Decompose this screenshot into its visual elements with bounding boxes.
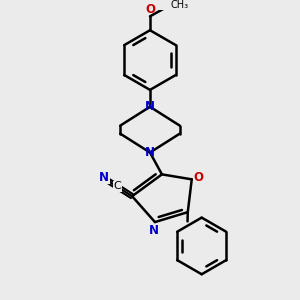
- Text: CH₃: CH₃: [171, 0, 189, 11]
- Text: O: O: [145, 3, 155, 16]
- Text: N: N: [99, 171, 109, 184]
- Text: C: C: [113, 181, 121, 191]
- Text: N: N: [145, 100, 155, 113]
- Text: O: O: [194, 171, 204, 184]
- Text: N: N: [149, 224, 159, 237]
- Text: N: N: [145, 146, 155, 159]
